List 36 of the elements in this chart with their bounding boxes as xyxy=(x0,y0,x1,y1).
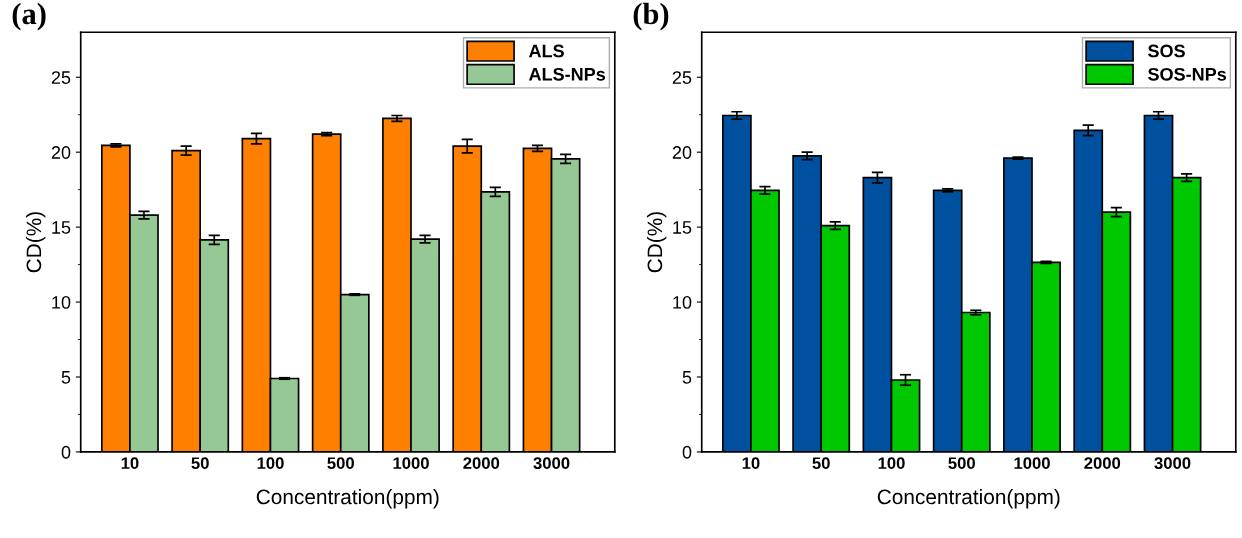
y-tick-label: 20 xyxy=(51,146,71,159)
x-tick-label: 50 xyxy=(191,457,209,470)
x-tick-label: 10 xyxy=(121,457,139,470)
y-tick-label: 25 xyxy=(672,71,692,84)
y-tick-label: 20 xyxy=(672,146,692,159)
chart-title: (a) xyxy=(12,2,46,31)
y-tick-label: 25 xyxy=(51,71,71,84)
legend-label: SOS-NPs xyxy=(1148,67,1227,81)
x-tick-label: 10 xyxy=(742,457,760,470)
x-tick-label: 100 xyxy=(257,457,284,470)
x-tick-label: 2000 xyxy=(1084,457,1121,470)
y-tick-label: 10 xyxy=(52,295,71,309)
legend-label: ALS xyxy=(528,44,564,58)
y-tick-label: 0 xyxy=(682,445,692,459)
y-axis-title: CD(%) xyxy=(25,212,46,273)
y-tick-label: 0 xyxy=(61,445,71,459)
x-axis-title: Concentration(ppm) xyxy=(256,488,439,509)
x-tick-label: 100 xyxy=(878,457,905,470)
y-tick-label: 15 xyxy=(673,221,692,234)
x-tick-label: 1000 xyxy=(1014,457,1050,470)
y-tick-label: 15 xyxy=(52,221,71,234)
chart-title: (b) xyxy=(633,2,669,31)
legend-label: ALS-NPs xyxy=(528,67,606,81)
x-tick-label: 500 xyxy=(327,457,354,470)
x-tick-label: 3000 xyxy=(1154,457,1191,470)
legend-label: SOS xyxy=(1148,44,1185,58)
x-axis-title: Concentration(ppm) xyxy=(877,488,1060,509)
x-tick-label: 2000 xyxy=(463,457,500,470)
x-tick-label: 1000 xyxy=(393,457,429,470)
y-axis-title: CD(%) xyxy=(646,212,667,273)
x-tick-label: 3000 xyxy=(533,457,570,470)
x-tick-label: 50 xyxy=(812,457,830,470)
y-tick-label: 10 xyxy=(673,295,692,309)
y-tick-label: 5 xyxy=(61,371,71,384)
x-tick-label: 500 xyxy=(948,457,975,470)
y-tick-label: 5 xyxy=(682,371,692,384)
